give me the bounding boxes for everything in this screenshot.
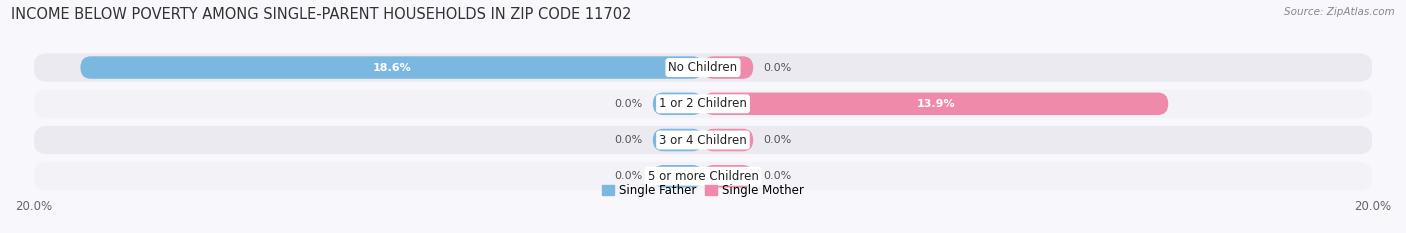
FancyBboxPatch shape [34,90,1372,118]
Text: 0.0%: 0.0% [614,135,643,145]
FancyBboxPatch shape [703,93,1168,115]
FancyBboxPatch shape [703,56,754,79]
Text: INCOME BELOW POVERTY AMONG SINGLE-PARENT HOUSEHOLDS IN ZIP CODE 11702: INCOME BELOW POVERTY AMONG SINGLE-PARENT… [11,7,631,22]
FancyBboxPatch shape [703,129,754,151]
Text: Source: ZipAtlas.com: Source: ZipAtlas.com [1284,7,1395,17]
FancyBboxPatch shape [34,53,1372,82]
FancyBboxPatch shape [34,126,1372,154]
Text: 3 or 4 Children: 3 or 4 Children [659,134,747,147]
Text: 5 or more Children: 5 or more Children [648,170,758,183]
FancyBboxPatch shape [652,129,703,151]
Text: 0.0%: 0.0% [614,99,643,109]
Text: 13.9%: 13.9% [917,99,955,109]
FancyBboxPatch shape [703,165,754,188]
FancyBboxPatch shape [652,93,703,115]
FancyBboxPatch shape [652,165,703,188]
Text: 18.6%: 18.6% [373,62,411,72]
Text: No Children: No Children [668,61,738,74]
Text: 1 or 2 Children: 1 or 2 Children [659,97,747,110]
Legend: Single Father, Single Mother: Single Father, Single Mother [598,180,808,202]
Text: 0.0%: 0.0% [614,171,643,181]
FancyBboxPatch shape [80,56,703,79]
Text: 0.0%: 0.0% [763,171,792,181]
Text: 0.0%: 0.0% [763,135,792,145]
FancyBboxPatch shape [34,162,1372,190]
Text: 0.0%: 0.0% [763,62,792,72]
